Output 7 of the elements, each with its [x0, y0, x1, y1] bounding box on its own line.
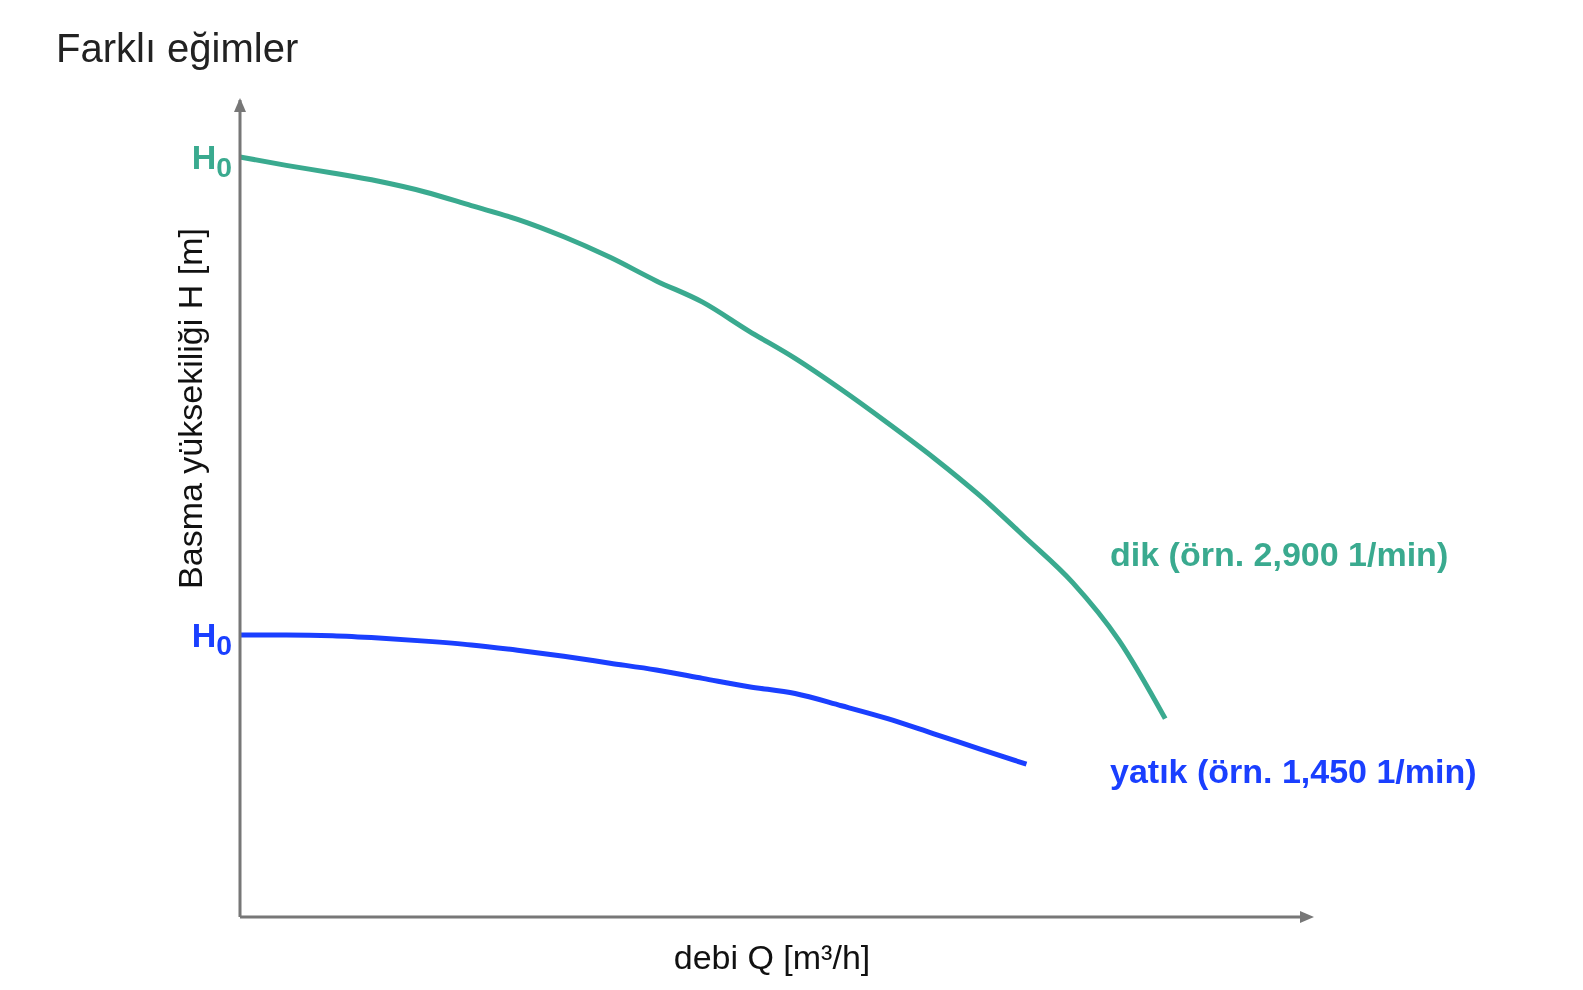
y-axis-title: Basma yüksekiliği H [m]	[171, 228, 210, 589]
series-label: dik (örn. 2,900 1/min)	[1110, 534, 1449, 573]
text: H$_{0}$	[190, 137, 232, 185]
x-axis-title: debi Q [m³/h]	[673, 938, 871, 976]
text: H$_{0}$	[190, 615, 232, 663]
text: yatık (örn. 1,450 1/min)	[1110, 752, 1477, 791]
chart-title: Farklı eğimler	[56, 26, 299, 71]
